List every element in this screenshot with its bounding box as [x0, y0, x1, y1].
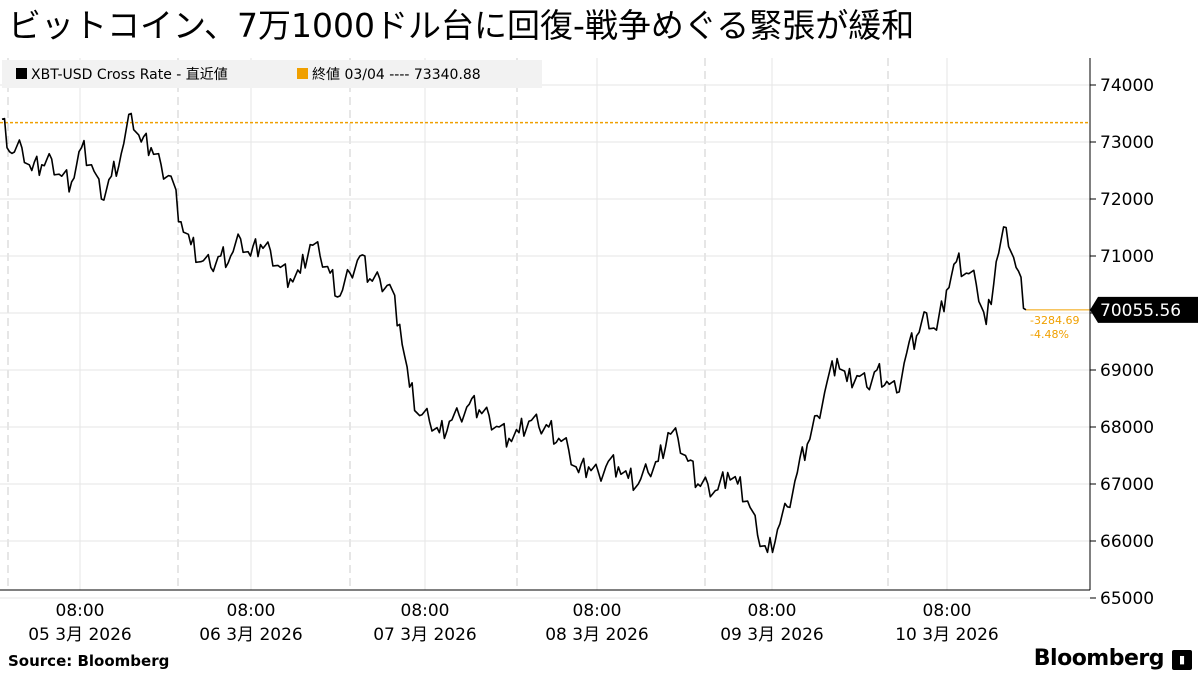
- vertical-gridlines: [7, 58, 948, 590]
- change-absolute: -3284.69: [1030, 314, 1079, 327]
- y-tick-label: 73000: [1100, 133, 1154, 153]
- y-tick-label: 69000: [1100, 361, 1154, 381]
- last-value-tag-bg: [1090, 296, 1198, 323]
- x-tick-date: 08 3月 2026: [545, 625, 649, 645]
- series-line: [1, 112, 1027, 554]
- source-note: Source: Bloomberg: [8, 652, 170, 670]
- x-tick-time: 08:00: [401, 601, 450, 621]
- x-tick-date: 09 3月 2026: [720, 625, 824, 645]
- y-tick-label: 65000: [1100, 589, 1154, 609]
- x-tick-time: 08:00: [923, 601, 972, 621]
- x-tick-date: 07 3月 2026: [373, 625, 477, 645]
- y-tick-label: 67000: [1100, 475, 1154, 495]
- x-tick-date: 10 3月 2026: [895, 625, 999, 645]
- y-axis-ticks: 6500066000670006800069000700007100072000…: [1090, 76, 1154, 609]
- y-tick-label: 71000: [1100, 247, 1154, 267]
- legend-close-marker: [297, 68, 308, 79]
- x-axis-labels: 08:00 05 3月 2026 08:00 06 3月 2026 08:00 07 3月…: [28, 601, 999, 645]
- bloomberg-terminal-icon: ▮: [1172, 650, 1192, 670]
- legend-series-label: XBT-USD Cross Rate - 直近値: [31, 66, 228, 83]
- y-tick-label: 66000: [1100, 532, 1154, 552]
- x-tick-date: 05 3月 2026: [28, 625, 132, 645]
- legend-series-marker: [16, 68, 27, 79]
- x-tick-time: 08:00: [573, 601, 622, 621]
- horizontal-gridlines: [0, 84, 1090, 599]
- x-tick-time: 08:00: [56, 601, 105, 621]
- legend-close-label: 終値 03/04 ---- 73340.88: [312, 67, 481, 83]
- change-percent: -4.48%: [1030, 328, 1069, 341]
- legend-box: [2, 60, 542, 88]
- brand-logo: Bloomberg: [1033, 646, 1165, 671]
- chart-title: ビットコイン、7万1000ドル台に回復-戦争めぐる緊張が緩和: [8, 6, 915, 45]
- y-tick-label: 72000: [1100, 190, 1154, 210]
- last-value-tag: 70055.56: [1100, 301, 1181, 321]
- y-tick-label: 68000: [1100, 418, 1154, 438]
- x-tick-time: 08:00: [748, 601, 797, 621]
- x-tick-date: 06 3月 2026: [199, 625, 303, 645]
- x-tick-time: 08:00: [227, 601, 276, 621]
- y-tick-label: 74000: [1100, 76, 1154, 96]
